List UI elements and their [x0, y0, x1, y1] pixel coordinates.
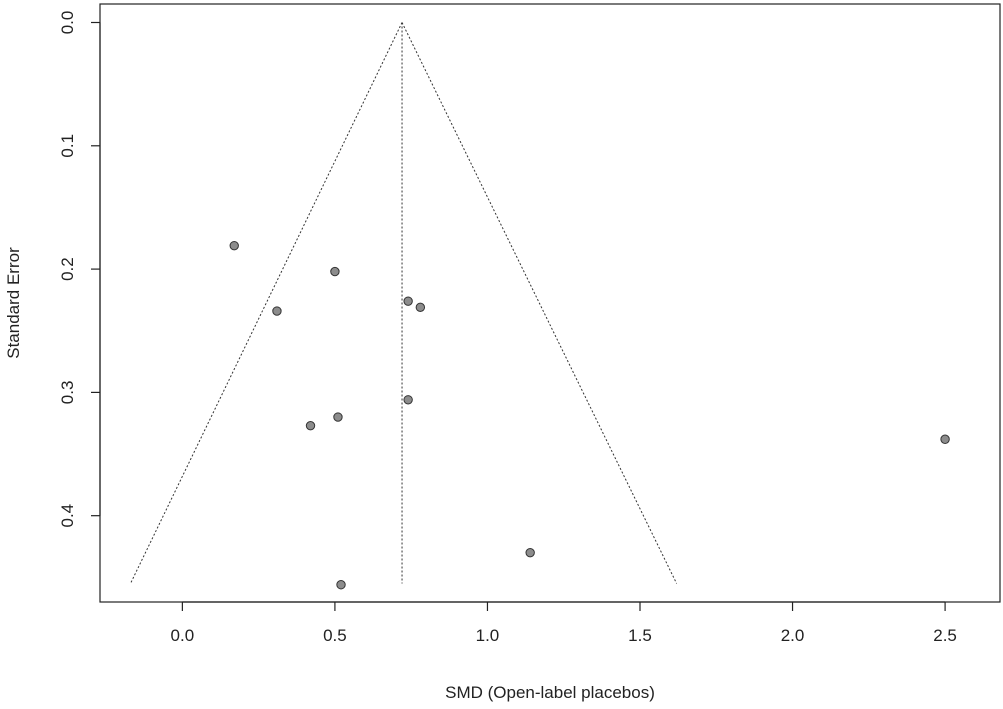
- data-point: [940, 434, 950, 444]
- data-point: [229, 240, 239, 251]
- funnel-right-line: [401, 22, 678, 584]
- data-point: [336, 580, 346, 590]
- data-points: [229, 240, 950, 590]
- x-tick-label: 2.5: [933, 626, 957, 645]
- data-point: [403, 395, 413, 405]
- x-tick-label: 0.0: [171, 626, 195, 645]
- x-tick-label: 0.5: [323, 626, 347, 645]
- funnel-left-line: [130, 22, 403, 584]
- y-tick-label: 0.4: [58, 504, 77, 528]
- y-axis-title: Standard Error: [4, 247, 23, 359]
- y-tick-label: 0.1: [58, 134, 77, 158]
- x-axis: 0.0 0.5 1.0 1.5 2.0 2.5: [171, 601, 957, 645]
- y-tick-label: 0.3: [58, 381, 77, 405]
- data-point: [330, 266, 340, 277]
- y-tick-label: 0.2: [58, 257, 77, 281]
- x-tick-label: 1.5: [628, 626, 652, 645]
- x-tick-label: 1.0: [476, 626, 500, 645]
- funnel-lines: [130, 22, 678, 584]
- y-tick-label: 0.0: [58, 11, 77, 35]
- data-point: [333, 412, 343, 422]
- plot-frame: [99, 3, 1001, 603]
- data-point: [305, 420, 316, 431]
- data-point: [403, 296, 413, 306]
- x-tick-label: 2.0: [781, 626, 805, 645]
- y-axis: 0.0 0.1 0.2 0.3 0.4: [58, 11, 101, 528]
- data-point: [415, 302, 426, 313]
- x-axis-title: SMD (Open-label placebos): [445, 683, 655, 702]
- data-point: [272, 306, 282, 316]
- data-point: [525, 547, 535, 558]
